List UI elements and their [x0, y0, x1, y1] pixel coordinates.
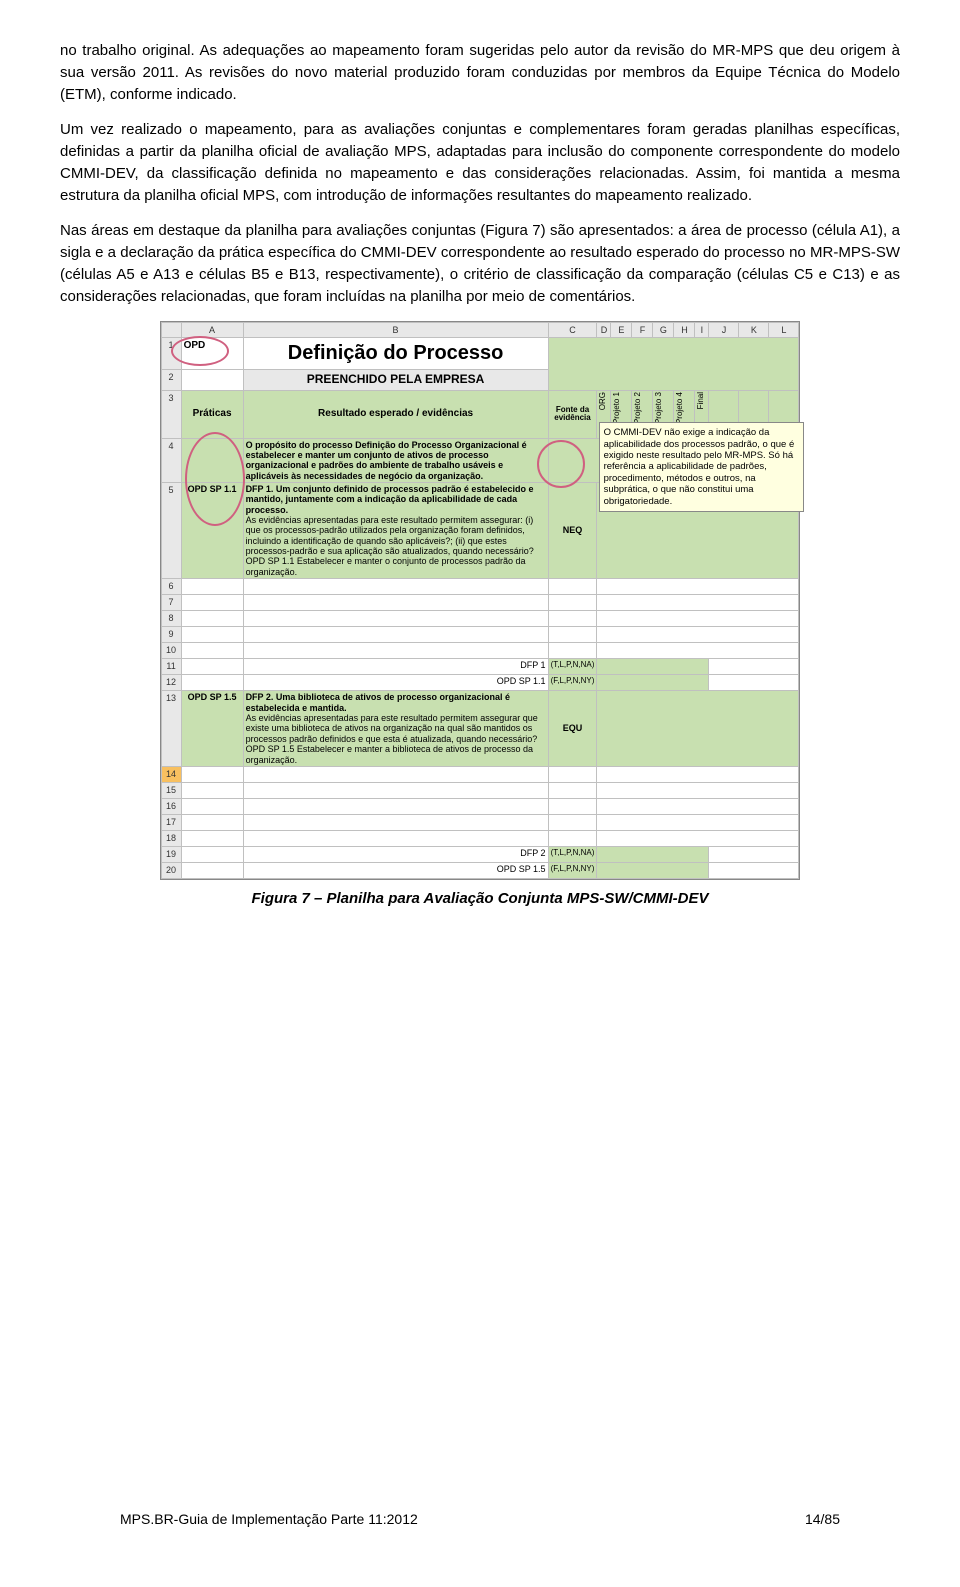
col-E: E: [611, 323, 632, 338]
hdr-resultado: Resultado esperado / evidências: [243, 390, 548, 438]
cell-B13: DFP 2. Uma biblioteca de ativos de proce…: [243, 691, 548, 766]
vlabel-p2: Projeto 2: [634, 392, 642, 424]
cell-B13-rest: As evidências apresentadas para este res…: [246, 713, 538, 764]
cell-B13-bold: DFP 2. Uma biblioteca de ativos de proce…: [246, 692, 510, 712]
row-16: 16: [161, 798, 181, 814]
row-20: 20: [161, 863, 181, 879]
col-header-row: A B C D E F G H I J K L: [161, 323, 799, 338]
col-B: B: [243, 323, 548, 338]
cell-A13: OPD SP 1.5: [181, 691, 243, 766]
col-K: K: [739, 323, 769, 338]
hdr-fonte: Fonte da evidência: [548, 390, 597, 438]
col-H: H: [674, 323, 695, 338]
row-17: 17: [161, 814, 181, 830]
row-3: 3: [161, 390, 181, 438]
row-8: 8: [161, 611, 181, 627]
cell-subtitle: PREENCHIDO PELA EMPRESA: [243, 370, 548, 390]
cell-C11: (T,L,P,N,NA): [548, 659, 597, 675]
hdr-praticas: Práticas: [181, 390, 243, 438]
cell-B5-rest: As evidências apresentadas para este res…: [246, 515, 534, 577]
col-C: C: [548, 323, 597, 338]
cell-C20: (F,L,P,N,NY): [548, 863, 597, 879]
page-footer: MPS.BR-Guia de Implementação Parte 11:20…: [120, 1509, 840, 1529]
cell-B19: DFP 2: [243, 847, 548, 863]
col-J: J: [709, 323, 739, 338]
cell-C19: (T,L,P,N,NA): [548, 847, 597, 863]
cell-C13: EQU: [548, 691, 597, 766]
vlabel-p1: Projeto 1: [613, 392, 621, 424]
col-I: I: [695, 323, 709, 338]
row-14: 14: [161, 766, 181, 782]
row-11: 11: [161, 659, 181, 675]
paragraph-3: Nas áreas em destaque da planilha para a…: [60, 220, 900, 307]
paragraph-2: Um vez realizado o mapeamento, para as a…: [60, 119, 900, 206]
col-L: L: [769, 323, 799, 338]
row-10: 10: [161, 643, 181, 659]
cell-B5-bold: DFP 1. Um conjunto definido de processos…: [246, 484, 534, 515]
row-18: 18: [161, 831, 181, 847]
paragraph-1: no trabalho original. As adequações ao m…: [60, 40, 900, 105]
cell-title: Definição do Processo: [243, 338, 548, 370]
vlabel-final: Final: [697, 392, 705, 409]
cell-B20: OPD SP 1.5: [243, 863, 548, 879]
row-9: 9: [161, 627, 181, 643]
row-12: 12: [161, 675, 181, 691]
footer-left: MPS.BR-Guia de Implementação Parte 11:20…: [120, 1509, 418, 1529]
row-5: 5: [161, 483, 181, 579]
vlabel-org: ORG: [599, 392, 607, 410]
footer-right: 14/85: [805, 1509, 840, 1529]
col-D: D: [597, 323, 611, 338]
row-6: 6: [161, 579, 181, 595]
cell-A5: OPD SP 1.1: [181, 483, 243, 579]
row-1: 1: [161, 338, 181, 370]
figure-caption: Figura 7 – Planilha para Avaliação Conju…: [60, 888, 900, 910]
cell-C12: (F,L,P,N,NY): [548, 675, 597, 691]
col-G: G: [653, 323, 674, 338]
figure-7: A B C D E F G H I J K L 1 OPD Definição …: [60, 321, 900, 880]
cell-B12: OPD SP 1.1: [243, 675, 548, 691]
cell-A1: OPD: [181, 338, 243, 370]
cell-B11: DFP 1: [243, 659, 548, 675]
col-F: F: [632, 323, 653, 338]
cell-B4: O propósito do processo Definição do Pro…: [243, 438, 548, 482]
row-19: 19: [161, 847, 181, 863]
cell-C5: NEQ: [548, 483, 597, 579]
vlabel-p3: Projeto 3: [655, 392, 663, 424]
spreadsheet: A B C D E F G H I J K L 1 OPD Definição …: [160, 321, 801, 880]
row-7: 7: [161, 595, 181, 611]
comment-tooltip: O CMMI-DEV não exige a indicação da apli…: [599, 422, 804, 512]
row-15: 15: [161, 782, 181, 798]
row-13: 13: [161, 691, 181, 766]
row-4: 4: [161, 438, 181, 482]
cell-B5: DFP 1. Um conjunto definido de processos…: [243, 483, 548, 579]
vlabel-p4: Projeto 4: [676, 392, 684, 424]
row-2: 2: [161, 370, 181, 390]
col-A: A: [181, 323, 243, 338]
spreadsheet-table: A B C D E F G H I J K L 1 OPD Definição …: [161, 322, 800, 879]
